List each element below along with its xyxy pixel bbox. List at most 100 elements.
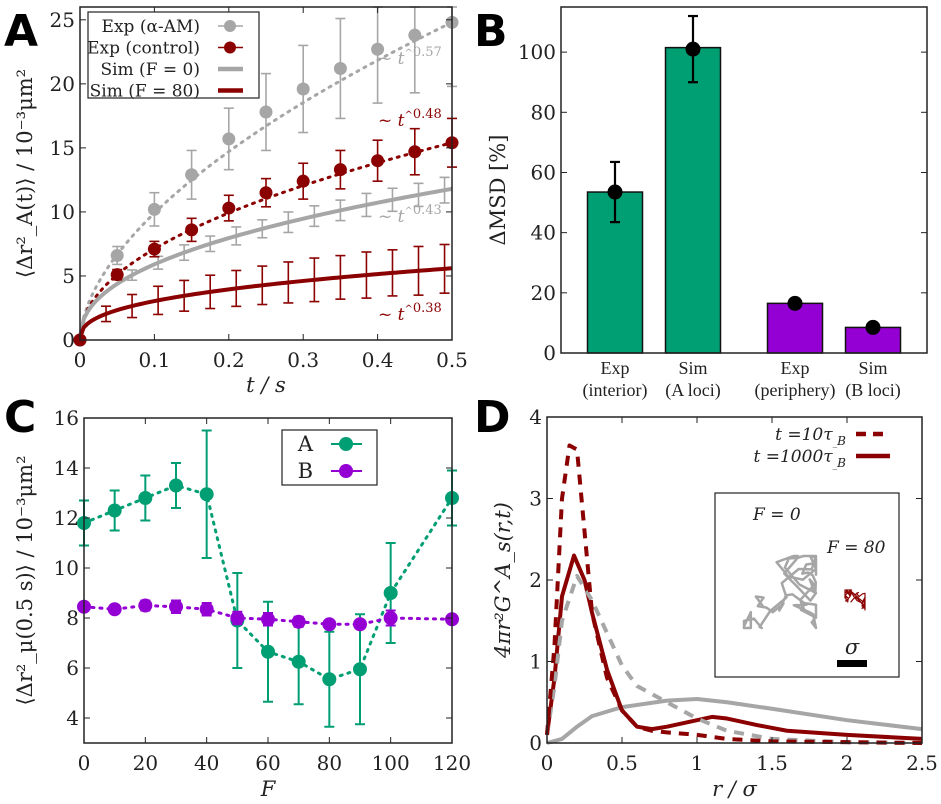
legend-label: Sim (F = 0) [100, 60, 200, 80]
panel-label: D [474, 392, 511, 443]
inset-label-f80: F = 80 [826, 538, 886, 558]
data-point [169, 599, 183, 614]
data-point [383, 586, 398, 600]
legend-text: t =10τ [775, 425, 833, 445]
legend-subscript: B [836, 434, 846, 448]
x-tick-label: 0.5 [606, 751, 638, 775]
annotation-caret: ^ [404, 110, 412, 121]
data-point [353, 617, 367, 632]
data-point [322, 672, 337, 687]
data-point [333, 163, 347, 177]
category-label: Sim [858, 358, 887, 378]
data-point [138, 491, 153, 505]
x-tick-label: 40 [194, 751, 219, 775]
panel-c: C 4 6 8 10 12 14 16 0 20 40 60 80 100 120 F ⟨Δr²_μ(0.5 s… [4, 392, 471, 801]
y-tick-label: 0 [62, 328, 75, 352]
data-point [138, 598, 153, 613]
y-tick-label: 16 [54, 406, 79, 430]
x-tick-label: 2 [841, 751, 854, 775]
legend-subscript: B [836, 456, 846, 470]
data-point [110, 248, 124, 262]
data-point [199, 602, 214, 617]
data-point [787, 295, 803, 311]
category-label: (B loci) [845, 380, 901, 401]
category-label: (interior) [583, 380, 648, 401]
x-tick-label: 120 [433, 751, 471, 775]
annotation-base: ~ t [378, 207, 405, 227]
y-tick-label: 4 [66, 706, 79, 730]
category-label: (A loci) [665, 380, 721, 401]
legend: Exp (α-AM)Exp (control)Sim (F = 0)Sim (F… [87, 11, 260, 102]
data-point [259, 105, 273, 119]
annotation-exponent: 0.43 [413, 203, 442, 218]
y-tick-label: 8 [66, 606, 79, 630]
annotation-base: ~ t [378, 305, 405, 325]
series-line [546, 696, 923, 745]
panel-d: D 0 1 2 3 4 0 0.5 1 1.5 2 2.5 r / σ 4πr²G^A_s(r,t) t =… [474, 392, 938, 801]
annotation-base: ~ t [378, 49, 405, 69]
x-tick-label: 1 [691, 751, 704, 775]
x-tick-label: 0 [78, 751, 91, 775]
legend-underscore: _ [833, 460, 838, 470]
y-axis-label: ⟨Δr²_μ(0.5 s)⟩ / 10⁻³μm² [13, 455, 37, 705]
data-point [296, 82, 310, 96]
y-tick-label: 60 [531, 160, 556, 184]
bar [766, 302, 824, 354]
x-tick-label: 1.5 [756, 751, 788, 775]
exponent-annotation: ~ t^0.38 [378, 301, 442, 325]
y-axis-label: 4πr²G^A_s(r,t) [491, 502, 515, 659]
legend-label: A [297, 432, 314, 456]
inset: F = 0 F = 80 σ [714, 492, 900, 678]
legend: AB [281, 429, 378, 486]
legend-marker [224, 41, 236, 54]
plot-frame [79, 6, 453, 341]
category-label: Exp [601, 358, 630, 378]
data-point [371, 154, 385, 168]
legend-marker [339, 464, 353, 478]
legend-marker [224, 20, 236, 32]
data-point [607, 184, 623, 200]
annotation-caret: ^ [404, 48, 412, 59]
annotation-caret: ^ [404, 304, 412, 315]
data-point [230, 611, 245, 625]
annotation-exponent: 0.57 [413, 45, 442, 60]
sim-line [78, 186, 453, 337]
legend-label: t =1000τ_B [754, 447, 847, 470]
legend-box [281, 429, 378, 486]
data-point [296, 174, 310, 188]
exponent-annotation: ~ t^0.57 [378, 45, 442, 69]
legend-marker [339, 437, 353, 451]
bar [664, 46, 722, 354]
series-line [545, 443, 923, 745]
x-tick-label: 0 [541, 751, 554, 775]
data-point [371, 42, 385, 56]
y-tick-label: 3 [529, 487, 542, 511]
series-line [82, 484, 454, 681]
y-tick-label: 25 [50, 8, 75, 32]
panel-label: B [474, 6, 508, 57]
data-point [291, 654, 306, 669]
data-point [222, 132, 236, 146]
data-point [383, 611, 398, 625]
plot-frame [560, 6, 928, 354]
y-tick-label: 0 [543, 341, 556, 365]
legend-label: B [298, 459, 313, 483]
legend-label: Exp (α-AM) [102, 17, 200, 37]
data-point [185, 223, 199, 237]
y-tick-label: 2 [529, 568, 542, 592]
x-tick-label: 80 [317, 751, 342, 775]
y-tick-label: 100 [518, 40, 556, 64]
trajectory-f0 [742, 554, 818, 630]
data-point [185, 168, 199, 182]
y-tick-label: 0 [529, 731, 542, 755]
data-point [199, 487, 214, 502]
y-axis-label: ⟨Δr²_A(t)⟩ / 10⁻³μm² [13, 69, 37, 278]
y-tick-label: 4 [529, 405, 542, 429]
category-label: Exp [781, 358, 810, 378]
data-point [107, 602, 122, 617]
inset-label-f0: F = 0 [752, 505, 801, 525]
data-point [322, 617, 337, 632]
y-tick-label: 1 [529, 650, 542, 674]
